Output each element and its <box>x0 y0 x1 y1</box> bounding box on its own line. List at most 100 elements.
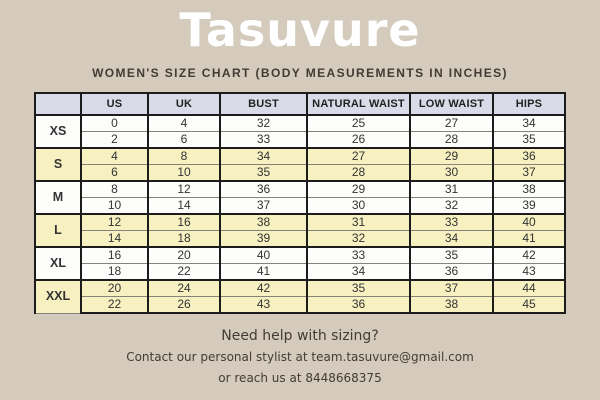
size-label-m: M <box>34 180 82 215</box>
measurement-cell: 35 <box>492 131 566 149</box>
table-row-m-1: M 8 12 36 29 31 38 <box>34 180 566 215</box>
size-label-s: S <box>34 147 82 182</box>
footer-contact-phone: or reach us at 8448668375 <box>218 371 382 385</box>
header-row: US UK BUST NATURAL WAIST LOW WAIST HIPS <box>34 92 566 116</box>
col-header-us: US <box>80 92 149 116</box>
measurement-cell: 18 <box>147 230 221 248</box>
measurement-cell: 32 <box>306 230 411 248</box>
measurement-cell: 22 <box>80 296 149 314</box>
col-header-size <box>34 92 82 116</box>
measurement-cell: 33 <box>219 131 308 149</box>
measurement-cell: 35 <box>219 164 308 182</box>
measurement-cell: 34 <box>492 114 566 132</box>
measurement-cell: 42 <box>219 279 308 297</box>
size-label-xs: XS <box>34 114 82 149</box>
measurement-cell: 26 <box>306 131 411 149</box>
measurement-cell: 14 <box>147 197 221 215</box>
measurement-cell: 37 <box>219 197 308 215</box>
measurement-cell: 16 <box>147 213 221 231</box>
col-header-bust: BUST <box>219 92 308 116</box>
measurement-cell: 34 <box>219 147 308 165</box>
measurement-cell: 36 <box>409 263 494 281</box>
measurement-cell: 14 <box>80 230 149 248</box>
measurement-cell: 43 <box>492 263 566 281</box>
table-row-s-2: 6 10 35 28 30 37 <box>35 164 566 182</box>
measurement-cell: 4 <box>80 147 149 165</box>
measurement-cell: 35 <box>306 279 411 297</box>
measurement-cell: 29 <box>409 147 494 165</box>
measurement-cell: 12 <box>80 213 149 231</box>
table-row-xxl-2: 22 26 43 36 38 45 <box>35 296 566 314</box>
table-row-s-1: S 4 8 34 27 29 36 <box>34 147 566 182</box>
measurement-cell: 32 <box>409 197 494 215</box>
measurement-cell: 38 <box>219 213 308 231</box>
measurement-cell: 37 <box>409 279 494 297</box>
footer-help-text: Need help with sizing? <box>221 328 379 344</box>
measurement-cell: 16 <box>80 246 149 264</box>
footer-contact-email: Contact our personal stylist at team.tas… <box>126 350 474 364</box>
measurement-cell: 27 <box>306 147 411 165</box>
measurement-cell: 30 <box>306 197 411 215</box>
measurement-cell: 2 <box>80 131 149 149</box>
measurement-cell: 36 <box>492 147 566 165</box>
measurement-cell: 33 <box>409 213 494 231</box>
measurement-cell: 34 <box>306 263 411 281</box>
measurement-cell: 20 <box>80 279 149 297</box>
table-row-m-2: 10 14 37 30 32 39 <box>35 197 566 215</box>
measurement-cell: 41 <box>219 263 308 281</box>
measurement-cell: 0 <box>80 114 149 132</box>
measurement-cell: 25 <box>306 114 411 132</box>
measurement-cell: 45 <box>492 296 566 314</box>
measurement-cell: 10 <box>147 164 221 182</box>
measurement-cell: 35 <box>409 246 494 264</box>
measurement-cell: 43 <box>219 296 308 314</box>
measurement-cell: 28 <box>409 131 494 149</box>
measurement-cell: 6 <box>80 164 149 182</box>
table-row-xxl-1: XXL 20 24 42 35 37 44 <box>34 279 566 314</box>
measurement-cell: 29 <box>306 180 411 198</box>
measurement-cell: 39 <box>219 230 308 248</box>
measurement-cell: 24 <box>147 279 221 297</box>
table-row-xl-1: XL 16 20 40 33 35 42 <box>34 246 566 281</box>
measurement-cell: 38 <box>409 296 494 314</box>
measurement-cell: 38 <box>492 180 566 198</box>
measurement-cell: 6 <box>147 131 221 149</box>
measurement-cell: 8 <box>147 147 221 165</box>
col-header-uk: UK <box>147 92 221 116</box>
table-row-xs-1: XS 0 4 32 25 27 34 <box>34 114 566 149</box>
measurement-cell: 42 <box>492 246 566 264</box>
measurement-cell: 39 <box>492 197 566 215</box>
chart-subtitle: WOMEN'S SIZE CHART (BODY MEASUREMENTS IN… <box>92 66 508 80</box>
measurement-cell: 33 <box>306 246 411 264</box>
measurement-cell: 41 <box>492 230 566 248</box>
measurement-cell: 40 <box>219 246 308 264</box>
measurement-cell: 12 <box>147 180 221 198</box>
measurement-cell: 22 <box>147 263 221 281</box>
measurement-cell: 4 <box>147 114 221 132</box>
size-label-xxl: XXL <box>34 279 82 314</box>
measurement-cell: 36 <box>306 296 411 314</box>
brand-title: Tasuvure <box>179 3 421 57</box>
col-header-low-waist: LOW WAIST <box>409 92 494 116</box>
size-label-l: L <box>34 213 82 248</box>
measurement-cell: 31 <box>409 180 494 198</box>
size-table: US UK BUST NATURAL WAIST LOW WAIST HIPS XS 0 4 3… <box>34 92 566 314</box>
measurement-cell: 27 <box>409 114 494 132</box>
measurement-cell: 36 <box>219 180 308 198</box>
measurement-cell: 10 <box>80 197 149 215</box>
measurement-cell: 31 <box>306 213 411 231</box>
measurement-cell: 32 <box>219 114 308 132</box>
measurement-cell: 37 <box>492 164 566 182</box>
measurement-cell: 8 <box>80 180 149 198</box>
size-label-xl: XL <box>34 246 82 281</box>
measurement-cell: 30 <box>409 164 494 182</box>
table-row-l-2: 14 18 39 32 34 41 <box>35 230 566 248</box>
table-row-xl-2: 18 22 41 34 36 43 <box>35 263 566 281</box>
measurement-cell: 28 <box>306 164 411 182</box>
measurement-cell: 26 <box>147 296 221 314</box>
col-header-hips: HIPS <box>492 92 566 116</box>
measurement-cell: 44 <box>492 279 566 297</box>
measurement-cell: 18 <box>80 263 149 281</box>
measurement-cell: 20 <box>147 246 221 264</box>
